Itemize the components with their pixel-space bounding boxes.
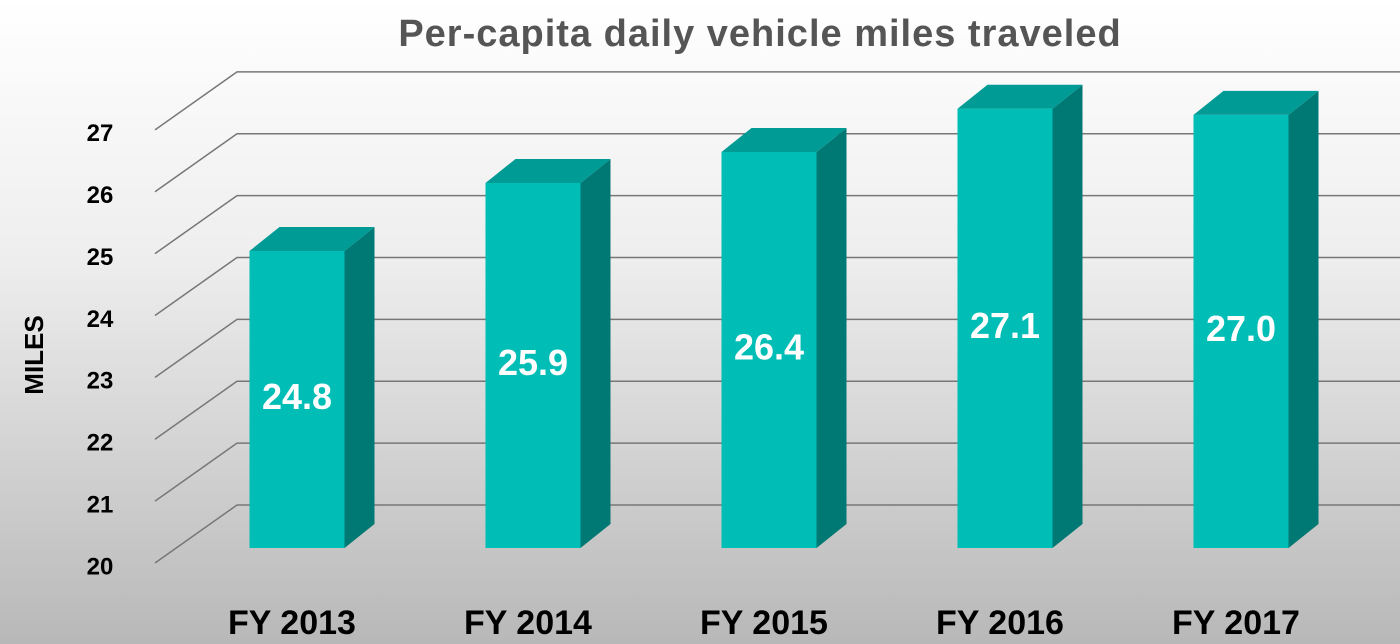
bar — [957, 108, 1053, 548]
bar-top — [485, 158, 611, 183]
bar-side — [344, 227, 375, 548]
x-tick-label: FY 2013 — [228, 604, 356, 642]
bar-side — [1288, 90, 1319, 548]
x-tick-label: FY 2015 — [700, 604, 828, 642]
bar — [485, 182, 581, 548]
value-label: 26.4 — [734, 327, 804, 368]
bar — [1193, 114, 1289, 548]
value-label: 25.9 — [498, 342, 568, 383]
value-label: 24.8 — [262, 376, 332, 417]
y-tick-label: 20 — [87, 553, 114, 580]
value-label: 27.0 — [1206, 308, 1276, 349]
y-tick-label: 21 — [87, 491, 114, 518]
bar — [721, 152, 817, 548]
y-tick-label: 23 — [87, 368, 114, 395]
bar — [249, 251, 345, 548]
bar-top — [721, 128, 847, 152]
bar-top — [957, 84, 1083, 109]
bar-side — [816, 128, 847, 548]
bar-top — [249, 227, 375, 251]
x-tick-label: FY 2014 — [464, 604, 592, 642]
x-tick-label: FY 2016 — [936, 604, 1064, 642]
x-tick-label: FY 2017 — [1172, 604, 1300, 642]
y-tick-label: 25 — [87, 244, 114, 271]
grid-line — [154, 71, 1400, 131]
bar-side — [1052, 84, 1083, 548]
y-tick-label: 27 — [87, 120, 114, 147]
bar-side — [580, 158, 611, 548]
value-label: 27.1 — [970, 305, 1040, 346]
bar-top — [1193, 90, 1319, 115]
y-tick-label: 24 — [87, 306, 114, 333]
y-tick-label: 22 — [87, 430, 114, 457]
y-tick-label: 26 — [87, 182, 114, 209]
y-axis-label: MILES — [19, 315, 49, 394]
chart-title: Per-capita daily vehicle miles traveled — [398, 13, 1121, 55]
